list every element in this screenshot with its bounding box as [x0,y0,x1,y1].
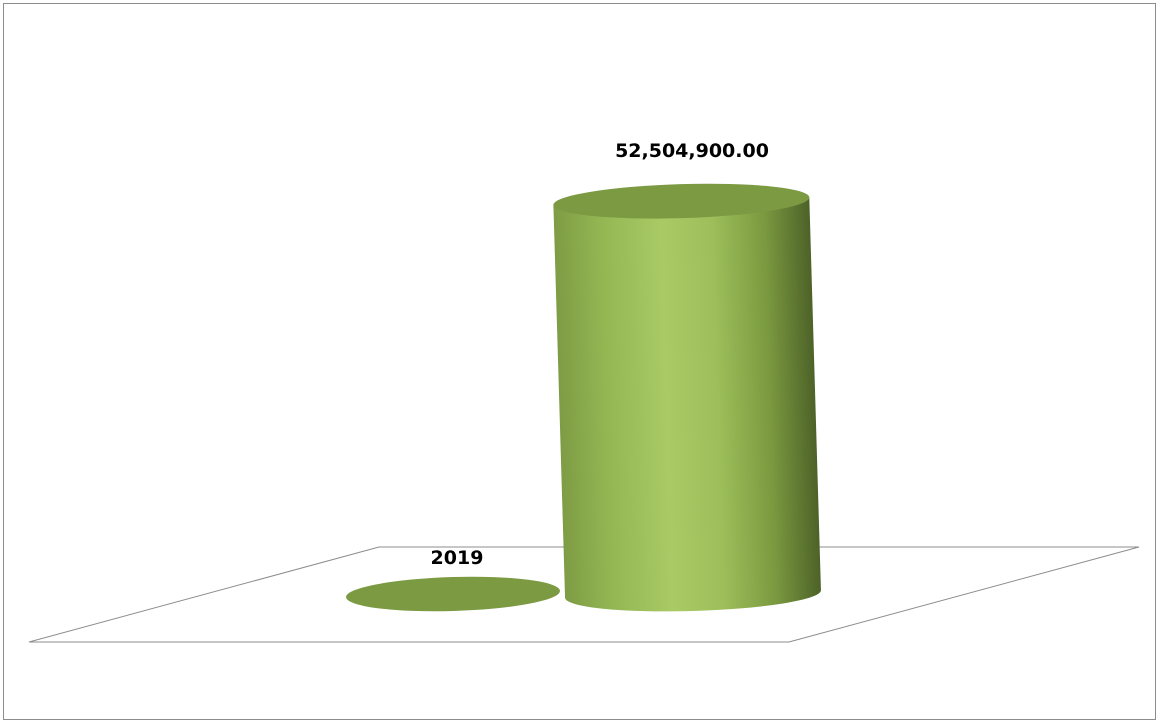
bar-0 [346,576,560,612]
data-label-1: 52,504,900.00 [615,140,769,162]
data-label-0: 2019 [431,547,484,569]
bar-1-body [553,197,821,612]
bar-1 [553,183,821,612]
labels-layer: 2019 52,504,900.00 [431,140,769,569]
bars-layer [346,183,821,612]
bar-0-disc [346,576,560,612]
bar-1-top [553,183,810,219]
